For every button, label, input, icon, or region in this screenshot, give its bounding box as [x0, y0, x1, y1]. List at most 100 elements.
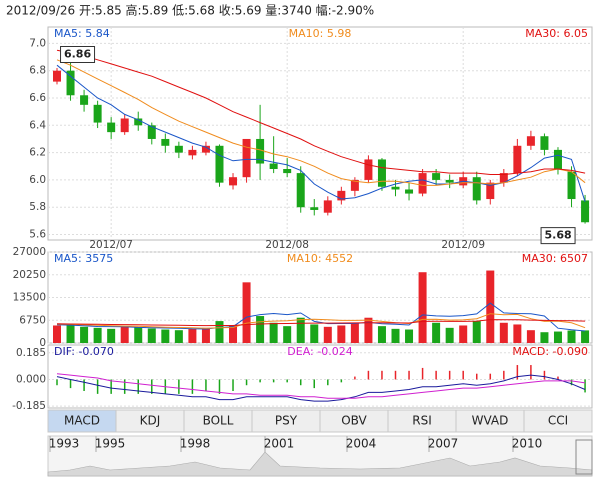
candle-body: [296, 173, 305, 208]
volume-bar: [405, 329, 414, 343]
volume-bar: [256, 316, 265, 343]
tab-label[interactable]: RSI: [412, 414, 432, 428]
y-tick-label: 20250: [13, 269, 46, 281]
timeline-year[interactable]: 1998: [180, 437, 211, 451]
indicator-line: [56, 374, 586, 402]
candle-body: [229, 177, 238, 186]
tab-label[interactable]: CCI: [548, 414, 568, 428]
candle-body: [188, 149, 197, 156]
indicator-line: [56, 49, 586, 175]
candle-body: [405, 189, 414, 194]
tab-label[interactable]: PSY: [275, 414, 298, 428]
quote-header: 2012/09/26 开:5.85 高:5.89 低:5.68 收:5.69 量…: [6, 3, 374, 18]
indicator-line: [56, 319, 586, 327]
volume-bar: [283, 326, 292, 343]
candle-body: [242, 138, 251, 178]
candle-body: [432, 173, 441, 180]
timeline-year[interactable]: 1993: [49, 437, 80, 451]
tab-label[interactable]: KDJ: [140, 414, 161, 428]
tab-label[interactable]: OBV: [341, 414, 367, 428]
candle-body: [53, 70, 61, 82]
volume-bar: [120, 326, 129, 343]
volume-bar: [201, 327, 210, 343]
tab-label[interactable]: MACD: [64, 414, 100, 428]
candle-body: [80, 95, 89, 105]
volume-bar: [391, 328, 400, 343]
tab-label[interactable]: BOLL: [203, 414, 234, 428]
candle-body: [418, 173, 427, 194]
volume-bar: [147, 328, 156, 343]
candle-body: [134, 118, 143, 126]
price-callout-box: [60, 46, 96, 63]
candle-body: [107, 122, 116, 133]
timeline-year[interactable]: 2010: [512, 437, 543, 451]
legend-entry: DIF: -0.070: [54, 345, 114, 358]
volume-bar: [310, 324, 319, 343]
price-callout: 6.86: [64, 48, 91, 61]
y-tick-label: 6.0: [29, 174, 46, 186]
timeline-selector[interactable]: [575, 439, 593, 475]
indicator-tab[interactable]: [523, 409, 593, 433]
volume-bar: [323, 326, 332, 343]
y-tick-label: 5.6: [29, 229, 46, 241]
timeline-year[interactable]: 1995: [95, 437, 126, 451]
candle-body: [147, 125, 156, 139]
volume-bar: [134, 327, 143, 343]
volume-bar: [472, 321, 481, 343]
indicator-line: [56, 313, 586, 329]
legend-entry: MA5: 3575: [54, 252, 113, 265]
volume-bar: [229, 325, 238, 343]
indicator-line: [56, 373, 586, 399]
candle-body: [93, 104, 102, 123]
candle-body: [581, 200, 590, 223]
y-tick-label: 6750: [19, 314, 46, 326]
candle-body: [391, 186, 400, 190]
volume-bar: [174, 330, 183, 343]
candle-body: [66, 70, 75, 96]
y-tick-label: 0.185: [16, 347, 46, 359]
volume-bar: [377, 326, 386, 343]
x-date-label: 2012/07: [89, 239, 133, 251]
legend-entry: DEA: -0.024: [287, 345, 352, 358]
volume-bar: [499, 322, 508, 343]
volume-bar: [364, 317, 373, 343]
candle-body: [499, 173, 508, 183]
volume-bar: [80, 326, 89, 343]
candle-body: [526, 136, 535, 146]
volume-bar: [188, 328, 197, 343]
volume-bar: [567, 330, 576, 343]
candle-body: [567, 171, 576, 200]
y-tick-label: 5.8: [29, 201, 46, 213]
candle-body: [283, 169, 292, 174]
y-tick-label: 7.0: [29, 37, 46, 49]
volume-bar: [540, 332, 549, 343]
candle-body: [472, 177, 481, 201]
x-date-label: 2012/08: [265, 239, 309, 251]
indicator-line: [56, 302, 586, 332]
volume-bar: [296, 317, 305, 343]
candle-body: [364, 159, 373, 180]
candle-body: [445, 179, 454, 183]
timeline-year[interactable]: 2004: [346, 437, 377, 451]
volume-bar: [107, 328, 116, 343]
legend-entry: MACD: -0.090: [512, 345, 588, 358]
volume-bar: [553, 331, 562, 343]
volume-bar: [93, 327, 102, 343]
timeline-history: [47, 451, 593, 477]
legend-entry: MA10: 5.98: [289, 27, 352, 40]
candle-body: [513, 145, 522, 174]
candle-body: [161, 138, 170, 146]
y-tick-label: 0: [39, 337, 46, 349]
y-tick-label: 6.6: [29, 92, 46, 104]
volume-bar: [418, 272, 427, 343]
timeline-year[interactable]: 2001: [264, 437, 295, 451]
timeline-year[interactable]: 2007: [428, 437, 459, 451]
volume-bar: [242, 282, 251, 343]
volume-bar: [53, 325, 61, 343]
tab-label[interactable]: WVAD: [472, 414, 509, 428]
y-tick-label: 0.000: [16, 373, 46, 385]
volume-bar: [269, 322, 278, 343]
candle-body: [120, 118, 129, 133]
volume-bar: [432, 322, 441, 343]
